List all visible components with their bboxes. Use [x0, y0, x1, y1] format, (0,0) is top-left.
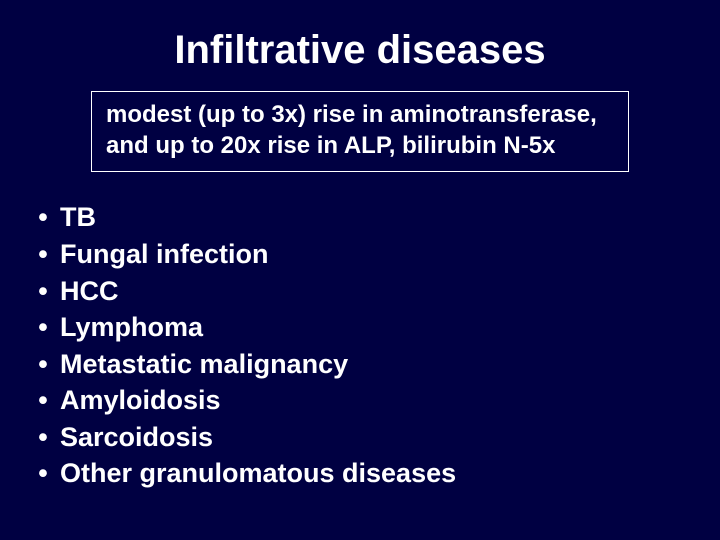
- subtitle-line-1: modest (up to 3x) rise in aminotransfera…: [106, 100, 614, 131]
- item-text: Amyloidosis: [60, 383, 720, 418]
- list-item: • Other granulomatous diseases: [26, 456, 720, 491]
- list-item: • Amyloidosis: [26, 383, 720, 418]
- list-item: • Lymphoma: [26, 310, 720, 345]
- item-text: Metastatic malignancy: [60, 347, 720, 382]
- bullet-icon: •: [26, 456, 60, 491]
- bullet-icon: •: [26, 310, 60, 345]
- bullet-icon: •: [26, 274, 60, 309]
- bullet-icon: •: [26, 237, 60, 272]
- item-text: TB: [60, 200, 720, 235]
- subtitle-line-2: and up to 20x rise in ALP, bilirubin N-5…: [106, 131, 614, 162]
- subtitle-box: modest (up to 3x) rise in aminotransfera…: [91, 91, 629, 172]
- item-text: Sarcoidosis: [60, 420, 720, 455]
- title-text: Infiltrative diseases: [174, 28, 545, 72]
- item-text: HCC: [60, 274, 720, 309]
- bullet-icon: •: [26, 347, 60, 382]
- list-item: • HCC: [26, 274, 720, 309]
- disease-list: • TB • Fungal infection • HCC • Lymphoma…: [26, 200, 720, 490]
- bullet-icon: •: [26, 200, 60, 235]
- list-item: • Fungal infection: [26, 237, 720, 272]
- bullet-icon: •: [26, 383, 60, 418]
- list-item: • Sarcoidosis: [26, 420, 720, 455]
- list-item: • Metastatic malignancy: [26, 347, 720, 382]
- slide-title: Infiltrative diseases: [0, 0, 720, 91]
- bullet-icon: •: [26, 420, 60, 455]
- item-text: Fungal infection: [60, 237, 720, 272]
- item-text: Lymphoma: [60, 310, 720, 345]
- list-item: • TB: [26, 200, 720, 235]
- item-text: Other granulomatous diseases: [60, 456, 720, 491]
